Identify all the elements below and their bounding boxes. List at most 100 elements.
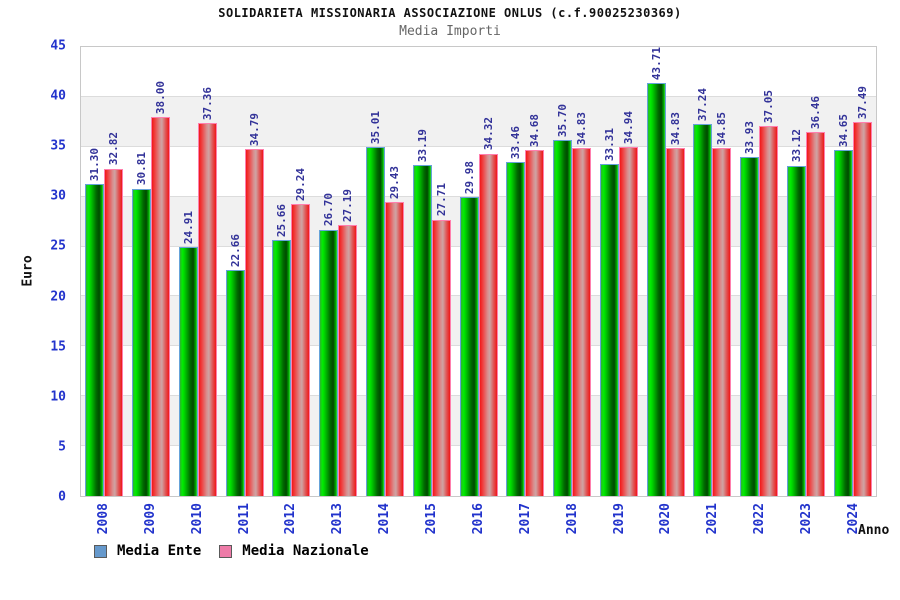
x-tick-label: 2019	[611, 503, 627, 535]
x-tick-label: 2016	[470, 503, 486, 535]
bar-value-label: 34.83	[575, 112, 589, 146]
bar-media-ente	[85, 183, 105, 496]
bar-group: 34.65 37.49	[829, 47, 876, 496]
bar-column-media-ente: 25.66	[272, 47, 292, 496]
bar-column-media-nazionale: 29.24	[291, 47, 311, 496]
bar-value-label: 38.00	[154, 80, 168, 114]
bar-media-ente	[506, 162, 526, 496]
bar-column-media-nazionale: 34.85	[712, 47, 732, 496]
bar-column-media-nazionale: 34.94	[618, 47, 638, 496]
bar-value-label: 30.81	[135, 152, 149, 186]
bar-media-nazionale	[197, 123, 217, 496]
bar-group: 29.98 34.32	[455, 47, 502, 496]
bar-value-label: 37.49	[855, 85, 869, 119]
bar-column-media-nazionale: 29.43	[384, 47, 404, 496]
bar-value-label: 29.98	[462, 160, 476, 194]
bar-value-label: 25.66	[275, 203, 289, 237]
bar-column-media-ente: 24.91	[178, 47, 198, 496]
y-tick-label: 20	[50, 289, 66, 305]
bar-value-label: 33.19	[415, 128, 429, 162]
bar-column-media-nazionale: 38.00	[151, 47, 171, 496]
bar-value-label: 26.70	[322, 193, 336, 227]
bar-media-nazionale	[712, 148, 732, 496]
bar-media-nazionale	[478, 153, 498, 496]
bar-group: 33.19 27.71	[408, 47, 455, 496]
bar-group: 35.01 29.43	[362, 47, 409, 496]
bar-column-media-ente: 33.19	[412, 47, 432, 496]
bar-column-media-ente: 43.71	[646, 47, 666, 496]
x-tick-label: 2012	[283, 503, 299, 535]
x-tick-cell: 2015	[408, 503, 455, 549]
bar-group: 31.30 32.82	[81, 47, 128, 496]
y-tick-label: 0	[58, 489, 66, 505]
bar-value-label: 33.31	[602, 127, 616, 161]
bar-value-label: 34.65	[836, 114, 850, 148]
bar-media-ente	[646, 83, 666, 496]
y-tick-label: 45	[50, 38, 66, 54]
x-tick-cell: 2016	[455, 503, 502, 549]
chart-subtitle: Media Importi	[399, 24, 501, 39]
x-tick-cell: 2019	[596, 503, 643, 549]
bar-group: 33.31 34.94	[595, 47, 642, 496]
x-tick-cell: 2018	[549, 503, 596, 549]
bar-value-label: 35.01	[368, 110, 382, 144]
bar-group: 25.66 29.24	[268, 47, 315, 496]
bar-media-ente	[786, 165, 806, 496]
bar-column-media-ente: 33.31	[599, 47, 619, 496]
bar-value-label: 27.71	[434, 183, 448, 217]
bar-column-media-nazionale: 34.83	[572, 47, 592, 496]
x-tick-cell: 2023	[783, 503, 830, 549]
bar-group: 33.12 36.46	[782, 47, 829, 496]
bar-column-media-nazionale: 34.79	[244, 47, 264, 496]
legend-label: Media Nazionale	[242, 543, 369, 559]
bar-media-nazionale	[759, 126, 779, 496]
bar-media-nazionale	[338, 224, 358, 496]
bar-column-media-nazionale: 37.36	[197, 47, 217, 496]
bar-media-ente	[833, 150, 853, 496]
legend-label: Media Ente	[117, 543, 202, 559]
bar-column-media-ente: 34.65	[833, 47, 853, 496]
bar-media-ente	[365, 146, 385, 496]
bar-column-media-ente: 33.46	[506, 47, 526, 496]
bar-media-nazionale	[291, 204, 311, 496]
bar-value-label: 24.91	[181, 211, 195, 245]
bar-column-media-ente: 37.24	[693, 47, 713, 496]
bar-group: 22.66 34.79	[221, 47, 268, 496]
bar-group: 26.70 27.19	[315, 47, 362, 496]
bar-media-nazionale	[244, 148, 264, 496]
bar-media-nazionale	[151, 116, 171, 496]
x-tick-label: 2015	[424, 503, 440, 535]
legend: Media Ente Media Nazionale	[94, 543, 369, 559]
y-tick-label: 30	[50, 188, 66, 204]
bar-media-ente	[599, 163, 619, 496]
bar-media-nazionale	[525, 149, 545, 496]
bar-value-label: 34.83	[668, 112, 682, 146]
x-tick-label: 2008	[95, 503, 111, 535]
bar-media-nazionale	[431, 219, 451, 496]
bar-media-nazionale	[805, 132, 825, 496]
legend-item-media-nazionale: Media Nazionale	[219, 543, 369, 559]
bar-value-label: 33.93	[743, 121, 757, 155]
bar-column-media-ente: 35.70	[553, 47, 573, 496]
x-tick-label: 2020	[658, 503, 674, 535]
bar-value-label: 37.05	[762, 90, 776, 124]
bar-group: 35.70 34.83	[549, 47, 596, 496]
bar-column-media-ente: 35.01	[365, 47, 385, 496]
bar-column-media-ente: 29.98	[459, 47, 479, 496]
bar-media-ente	[319, 229, 339, 496]
bar-group: 37.24 34.85	[689, 47, 736, 496]
x-tick-label: 2023	[799, 503, 815, 535]
bar-media-ente	[459, 196, 479, 496]
bar-value-label: 22.66	[228, 233, 242, 267]
media-ente-swatch-icon	[94, 544, 107, 558]
bar-column-media-nazionale: 37.49	[852, 47, 872, 496]
bar-column-media-ente: 22.66	[225, 47, 245, 496]
bar-column-media-nazionale: 34.83	[665, 47, 685, 496]
bar-value-label: 33.46	[509, 126, 523, 160]
x-tick-label: 2009	[142, 503, 158, 535]
bar-media-nazionale	[572, 148, 592, 496]
gridline	[81, 145, 876, 147]
x-tick-label: 2014	[377, 503, 393, 535]
bar-group: 33.93 37.05	[736, 47, 783, 496]
bar-column-media-nazionale: 37.05	[759, 47, 779, 496]
